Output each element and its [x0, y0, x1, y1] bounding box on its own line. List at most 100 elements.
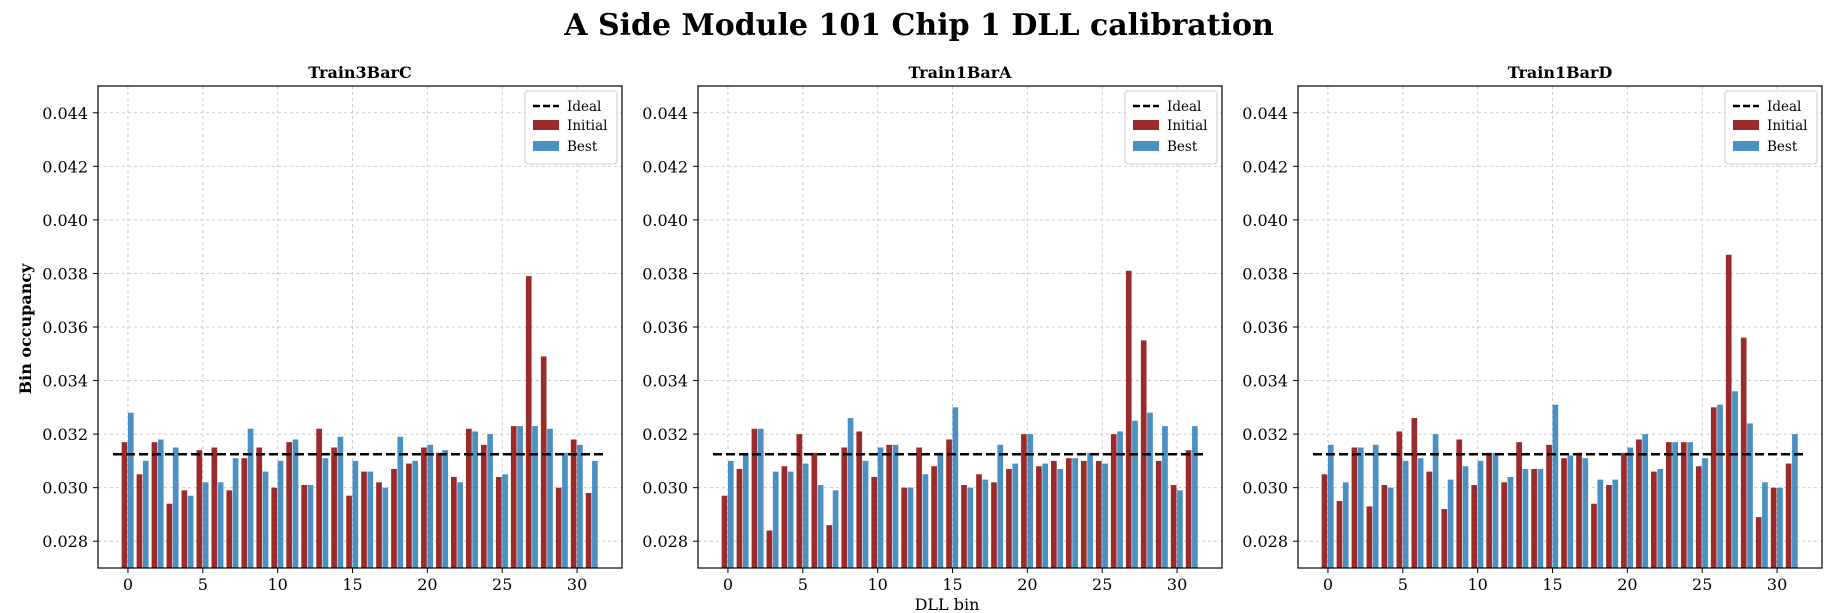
- best-bar: [1327, 444, 1334, 568]
- best-bar: [877, 447, 884, 568]
- best-bar: [1162, 426, 1168, 568]
- best-bar: [157, 439, 164, 568]
- y-tick-label: 0.042: [42, 157, 88, 176]
- y-tick-label: 0.028: [642, 532, 688, 551]
- x-tick-label: 20: [1617, 575, 1637, 594]
- y-tick-label: 0.040: [642, 211, 688, 230]
- initial-bar: [376, 482, 382, 568]
- best-bar: [1027, 434, 1034, 568]
- legend-initial-label: Initial: [567, 118, 607, 134]
- x-tick-label: 30: [567, 575, 587, 594]
- initial-bar: [1665, 442, 1672, 568]
- initial-bar: [166, 503, 173, 568]
- initial-bar: [766, 530, 773, 568]
- initial-bar: [736, 468, 743, 568]
- initial-bar: [946, 439, 952, 568]
- best-bar: [1687, 442, 1693, 568]
- initial-bar: [841, 447, 848, 568]
- initial-bar: [1441, 509, 1448, 568]
- best-bar: [532, 426, 538, 568]
- best-bar: [727, 460, 734, 568]
- best-bar: [367, 471, 374, 568]
- initial-bar: [916, 447, 922, 568]
- best-bar: [1447, 479, 1454, 568]
- best-bar: [1132, 420, 1138, 568]
- initial-bar: [525, 276, 532, 568]
- initial-bar: [301, 484, 307, 568]
- initial-bar: [1695, 466, 1702, 568]
- y-tick-label: 0.038: [1242, 264, 1288, 283]
- y-tick-label: 0.032: [642, 425, 688, 444]
- initial-bar: [931, 466, 937, 568]
- initial-bar: [811, 452, 818, 568]
- best-bar: [1582, 458, 1589, 568]
- initial-bar: [436, 452, 442, 568]
- initial-bar: [346, 495, 352, 568]
- best-bar: [502, 474, 508, 568]
- initial-bar: [1006, 468, 1012, 568]
- best-bar: [1627, 447, 1634, 568]
- best-bar: [382, 487, 389, 568]
- y-tick-label: 0.030: [642, 479, 688, 498]
- best-bar: [1597, 479, 1604, 568]
- initial-bar: [1321, 474, 1328, 568]
- initial-bar: [1621, 452, 1627, 568]
- initial-bar: [1396, 431, 1403, 568]
- best-bar: [1087, 452, 1093, 568]
- best-bar: [1657, 468, 1664, 568]
- initial-bar: [510, 426, 517, 568]
- best-bar: [757, 428, 764, 568]
- best-bar: [1117, 431, 1123, 568]
- panel-2: 0 5 10 15 20 25 30 0.028 0.030 0.032 0.034 0.036 0.0…: [642, 63, 1223, 594]
- legend-best-swatch: [1133, 141, 1159, 151]
- best-bar: [1417, 458, 1424, 568]
- y-tick-label: 0.044: [642, 104, 688, 123]
- best-bar: [1717, 404, 1723, 568]
- initial-bar: [1651, 471, 1657, 568]
- legend-best-label: Best: [1167, 139, 1198, 155]
- y-tick-label: 0.028: [42, 532, 88, 551]
- best-bar: [982, 479, 989, 568]
- best-bar: [1102, 463, 1108, 568]
- best-bar: [922, 474, 929, 568]
- initial-bar: [1125, 270, 1132, 568]
- initial-bar: [256, 447, 263, 568]
- y-tick-label: 0.042: [1242, 157, 1288, 176]
- legend-best-swatch: [533, 141, 559, 151]
- initial-bar: [421, 447, 427, 568]
- best-bar: [547, 428, 553, 568]
- y-tick-label: 0.038: [642, 264, 688, 283]
- best-bar: [1747, 423, 1753, 568]
- initial-bar: [1426, 471, 1433, 568]
- initial-bar: [480, 444, 487, 568]
- initial-bar: [976, 474, 982, 568]
- best-bar: [562, 452, 568, 568]
- best-bar: [217, 482, 224, 568]
- best-bar: [847, 418, 854, 568]
- best-bar: [1552, 404, 1559, 568]
- legend-initial-label: Initial: [1767, 118, 1807, 134]
- initial-bar: [961, 484, 967, 568]
- initial-bar: [1366, 506, 1373, 568]
- best-bar: [292, 439, 299, 568]
- initial-bar: [316, 428, 322, 568]
- initial-bar: [991, 482, 997, 568]
- y-tick-label: 0.044: [42, 104, 88, 123]
- best-bar: [832, 490, 839, 568]
- initial-bar: [1636, 439, 1642, 568]
- initial-bar: [1546, 444, 1552, 568]
- initial-bar: [1080, 460, 1087, 568]
- initial-bar: [540, 356, 547, 568]
- best-bar: [892, 444, 899, 568]
- best-bar: [1372, 444, 1379, 568]
- legend-best-label: Best: [1767, 139, 1798, 155]
- x-tick-label: 25: [492, 575, 512, 594]
- y-tick-label: 0.030: [1242, 479, 1288, 498]
- best-bar: [1732, 391, 1738, 568]
- legend-initial-label: Initial: [1167, 118, 1207, 134]
- initial-bar: [781, 466, 788, 568]
- x-tick-label: 30: [1167, 575, 1187, 594]
- best-bar: [412, 460, 419, 568]
- initial-bar: [211, 447, 218, 568]
- initial-bar: [121, 442, 128, 568]
